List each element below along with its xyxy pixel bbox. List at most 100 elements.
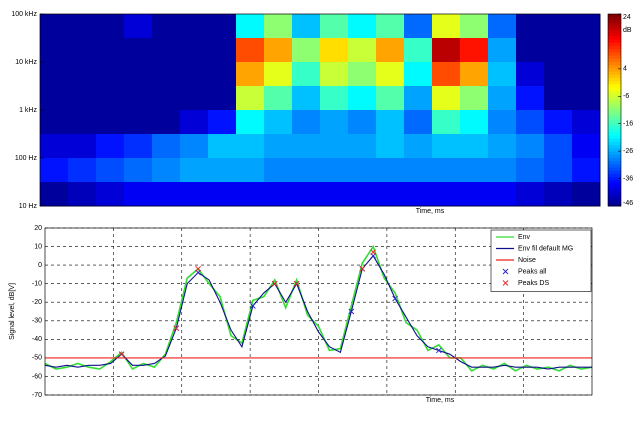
- heat-cell: [460, 37, 489, 63]
- heat-cell: [96, 134, 125, 159]
- colorbar-band: [608, 190, 621, 194]
- series-line: [44, 254, 592, 370]
- heat-cell: [264, 134, 293, 159]
- heat-cell: [208, 86, 237, 111]
- y-tick-label: 10: [34, 243, 42, 250]
- heat-cell: [320, 110, 349, 135]
- heat-cell: [544, 158, 573, 183]
- heat-cell: [292, 158, 321, 183]
- heat-cell: [96, 182, 125, 207]
- colorbar-band: [608, 55, 621, 60]
- heat-cell: [40, 134, 69, 159]
- heat-cell: [236, 182, 265, 207]
- heat-cell: [376, 182, 405, 207]
- heat-cell: [180, 14, 209, 39]
- heat-cell: [292, 14, 321, 39]
- colorbar-tick-label: 24: [623, 14, 631, 21]
- heat-cell: [208, 134, 237, 159]
- heat-cell: [152, 134, 181, 159]
- heat-cell: [124, 110, 153, 135]
- heat-cell: [488, 134, 517, 159]
- y-tick-label: -30: [32, 318, 42, 325]
- y-tick-label: -10: [32, 281, 42, 288]
- heat-cell: [152, 62, 181, 87]
- heat-cell: [488, 86, 517, 111]
- colorbar-band: [608, 68, 621, 73]
- colorbar-band: [608, 180, 621, 185]
- heat-cell: [376, 37, 405, 63]
- colorbar-band: [608, 106, 621, 111]
- colorbar-band: [608, 142, 621, 146]
- heat-cell: [124, 158, 153, 183]
- colorbar-band: [608, 71, 621, 76]
- colorbar-band: [608, 196, 621, 201]
- heat-cell: [544, 14, 573, 39]
- heat-cell: [180, 62, 209, 87]
- y-tick-label: 20: [34, 225, 42, 232]
- heat-cell: [152, 110, 181, 135]
- y-tick-label: -20: [32, 299, 42, 306]
- heat-cell: [348, 110, 377, 135]
- colorbar-band: [608, 20, 621, 25]
- x-axis-label: Time, ms: [426, 397, 455, 404]
- colorbar-band: [608, 14, 621, 18]
- heat-cell: [208, 37, 237, 63]
- heat-cell: [124, 86, 153, 111]
- heat-cell: [348, 37, 377, 63]
- colorbar-band: [608, 49, 621, 53]
- heat-cell: [544, 182, 573, 207]
- heat-cell: [460, 134, 489, 159]
- heat-cell: [40, 14, 69, 39]
- heat-cell: [320, 134, 349, 159]
- heat-cell: [572, 14, 601, 39]
- legend-label: Env fil default MG: [518, 245, 573, 252]
- colorbar-band: [608, 52, 621, 57]
- y-tick-label: -70: [32, 392, 42, 399]
- heat-cell: [348, 134, 377, 159]
- colorbar-band: [608, 87, 621, 92]
- heat-cell: [432, 182, 461, 207]
- heat-cell: [236, 110, 265, 135]
- y-tick-label: 0: [38, 262, 42, 269]
- heat-cell: [376, 86, 405, 111]
- colorbar-band: [608, 33, 621, 37]
- heat-cell: [96, 37, 125, 63]
- y-tick-label: -50: [32, 355, 42, 362]
- colorbar-tick-label: -36: [623, 175, 633, 182]
- colorbar-tick-label: -6: [623, 93, 629, 100]
- heat-cell: [292, 86, 321, 111]
- heat-cell: [404, 37, 433, 63]
- colorbar-band: [608, 164, 621, 169]
- heat-cell: [460, 158, 489, 183]
- colorbar-band: [608, 138, 621, 143]
- peak-marker: [173, 325, 180, 332]
- legend-label: Env: [518, 234, 531, 241]
- heat-cell: [320, 14, 349, 39]
- heat-cell: [40, 37, 69, 63]
- heat-cell: [348, 182, 377, 207]
- colorbar-band: [608, 103, 621, 108]
- colorbar-band: [608, 129, 621, 133]
- heat-cell: [348, 62, 377, 87]
- colorbar-band: [608, 110, 621, 114]
- peak-marker: [118, 351, 125, 357]
- heat-cell: [572, 134, 601, 159]
- heat-cell: [320, 86, 349, 111]
- heat-cell: [68, 86, 97, 111]
- colorbar-band: [608, 65, 621, 69]
- heat-cell: [572, 158, 601, 183]
- heat-cell: [432, 158, 461, 183]
- heat-cell: [152, 182, 181, 207]
- heat-cell: [40, 158, 69, 183]
- heat-cell: [516, 37, 545, 63]
- colorbar-band: [608, 78, 621, 82]
- heat-cell: [152, 14, 181, 39]
- y-axis-label: Signal level, dB[V]: [9, 283, 16, 340]
- heat-cell: [68, 14, 97, 39]
- heat-cell: [124, 37, 153, 63]
- heat-cell: [572, 37, 601, 63]
- heat-cell: [432, 134, 461, 159]
- heat-cell: [40, 62, 69, 87]
- heat-cell: [516, 134, 545, 159]
